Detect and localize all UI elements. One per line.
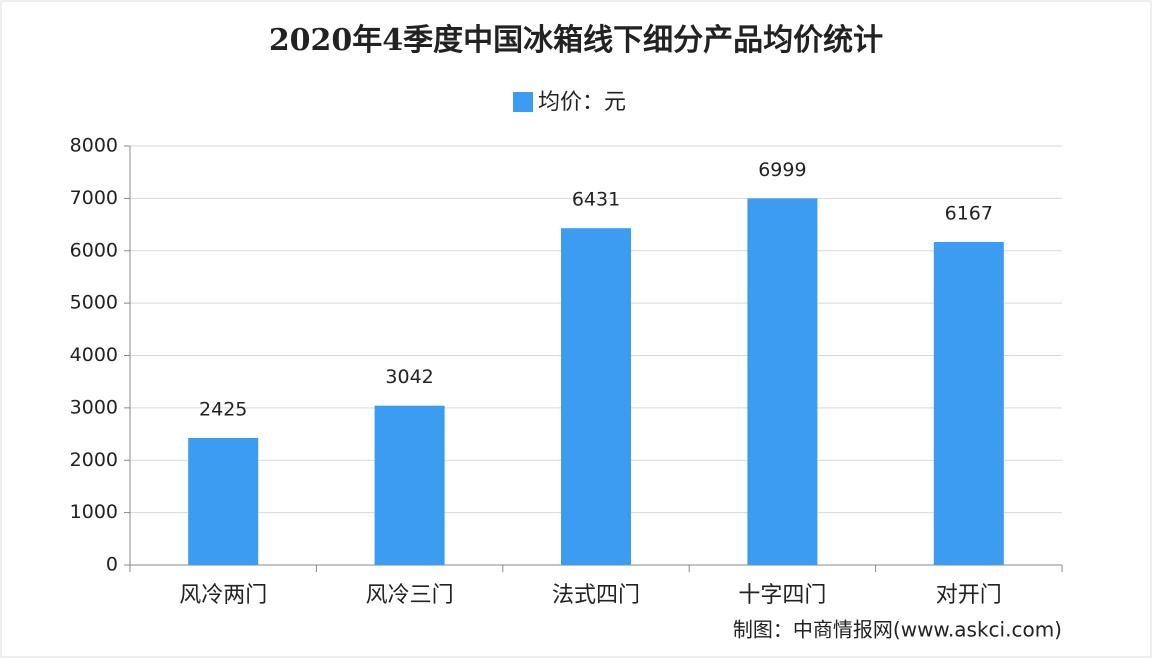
x-tick-label: 十字四门 <box>738 583 826 608</box>
bar <box>188 437 259 565</box>
source: 制图：中商情报网(www.askci.com) <box>733 618 1062 642</box>
value-label: 6999 <box>758 159 806 181</box>
value-label: 3042 <box>385 366 433 388</box>
y-tick-label: 2000 <box>70 449 118 471</box>
y-tick-label: 6000 <box>70 239 118 261</box>
bar <box>933 242 1004 566</box>
bar <box>561 228 631 565</box>
y-tick-label: 3000 <box>70 396 118 418</box>
chart-title: 2020年4季度中国冰箱线下细分产品均价统计 <box>269 23 883 58</box>
bar <box>374 405 445 565</box>
value-label: 6431 <box>572 189 620 211</box>
x-tick-label: 法式四门 <box>552 583 640 608</box>
x-tick-label: 风冷两门 <box>179 583 267 608</box>
bar <box>747 198 818 565</box>
y-tick-label: 4000 <box>70 344 118 366</box>
legend-label: 均价：元 <box>538 90 626 115</box>
value-label: 6167 <box>945 203 993 225</box>
y-tick-label: 8000 <box>70 135 118 157</box>
y-tick-label: 1000 <box>70 501 118 523</box>
y-tick-label: 0 <box>106 554 118 576</box>
x-tick-label: 风冷三门 <box>366 583 454 608</box>
legend-swatch <box>513 92 533 112</box>
value-label: 2425 <box>199 398 247 420</box>
y-tick-label: 7000 <box>70 187 118 209</box>
y-tick-label: 5000 <box>70 292 118 314</box>
x-tick-label: 对开门 <box>936 583 1002 608</box>
